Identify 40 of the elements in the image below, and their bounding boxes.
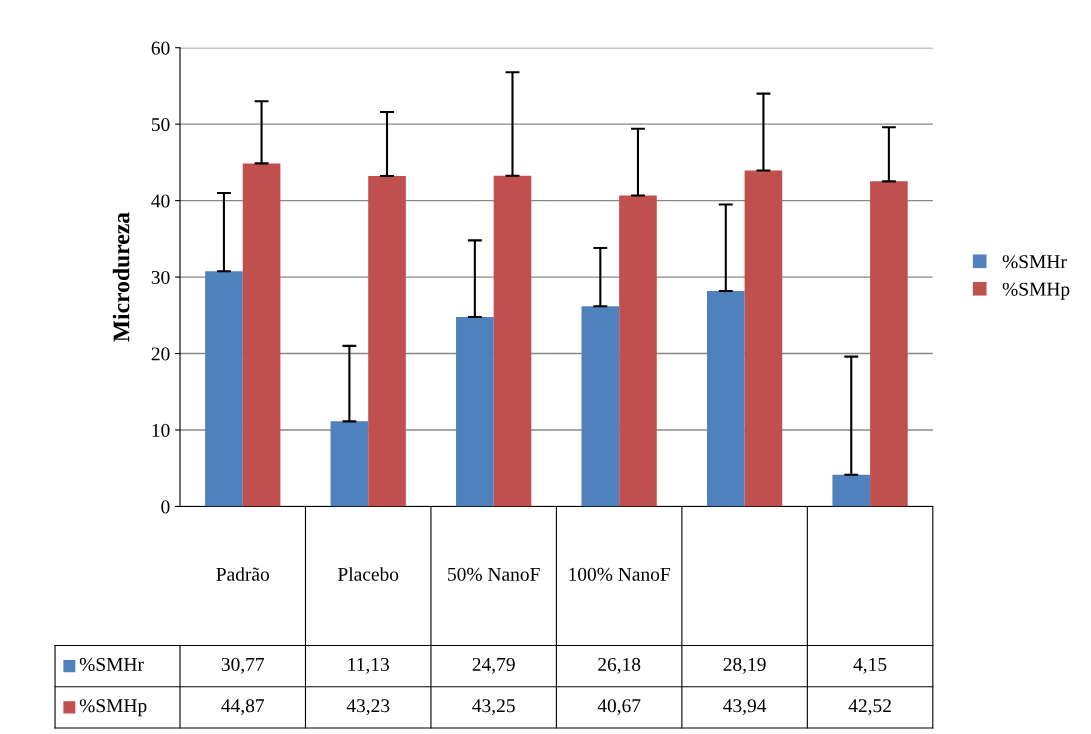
data-label: 42,52 bbox=[848, 699, 891, 716]
bar bbox=[242, 163, 281, 507]
y-tick-label: 30 bbox=[151, 270, 170, 285]
bar bbox=[619, 195, 657, 507]
data-label: 26,18 bbox=[598, 657, 641, 674]
data-label: 43,94 bbox=[723, 699, 767, 716]
bar bbox=[493, 175, 532, 507]
x-tick-label: 100% NanoF bbox=[569, 567, 671, 581]
data-label: 43,25 bbox=[472, 699, 515, 716]
data-label: 30,77 bbox=[221, 657, 265, 674]
bar bbox=[205, 271, 243, 507]
x-tick-label: Padrão bbox=[216, 567, 269, 581]
text: %SMHr bbox=[79, 657, 144, 672]
data-label: 44,87 bbox=[221, 699, 265, 716]
data-label: 11,13 bbox=[348, 657, 389, 674]
bar bbox=[330, 421, 369, 507]
y-axis-title: Microdureza bbox=[112, 212, 130, 342]
data-label: 43,23 bbox=[346, 699, 390, 716]
data-label: 24,79 bbox=[472, 657, 515, 674]
x-tick-label: Placebo bbox=[337, 567, 399, 581]
bar bbox=[744, 170, 783, 507]
text: %SMHp bbox=[79, 699, 147, 717]
legend-label: %SMHp bbox=[1002, 282, 1070, 300]
bar bbox=[368, 175, 406, 507]
bar bbox=[581, 306, 620, 507]
y-tick-label: 40 bbox=[151, 194, 170, 208]
y-tick-label: 50 bbox=[151, 117, 170, 132]
y-tick-label: 0 bbox=[161, 500, 170, 514]
data-label: 4,15 bbox=[853, 657, 887, 674]
data-label: 40,67 bbox=[597, 699, 641, 716]
y-tick-label: 60 bbox=[151, 41, 170, 55]
y-tick-label: 20 bbox=[151, 347, 170, 361]
data-label: 28,19 bbox=[723, 657, 766, 674]
bar bbox=[832, 474, 871, 507]
bar bbox=[706, 290, 745, 507]
y-tick-label: 10 bbox=[152, 423, 170, 437]
x-tick-label: 50% NanoF bbox=[448, 567, 540, 581]
legend-label: %SMHr bbox=[1002, 255, 1067, 269]
bar bbox=[456, 316, 494, 507]
bar bbox=[870, 181, 908, 507]
